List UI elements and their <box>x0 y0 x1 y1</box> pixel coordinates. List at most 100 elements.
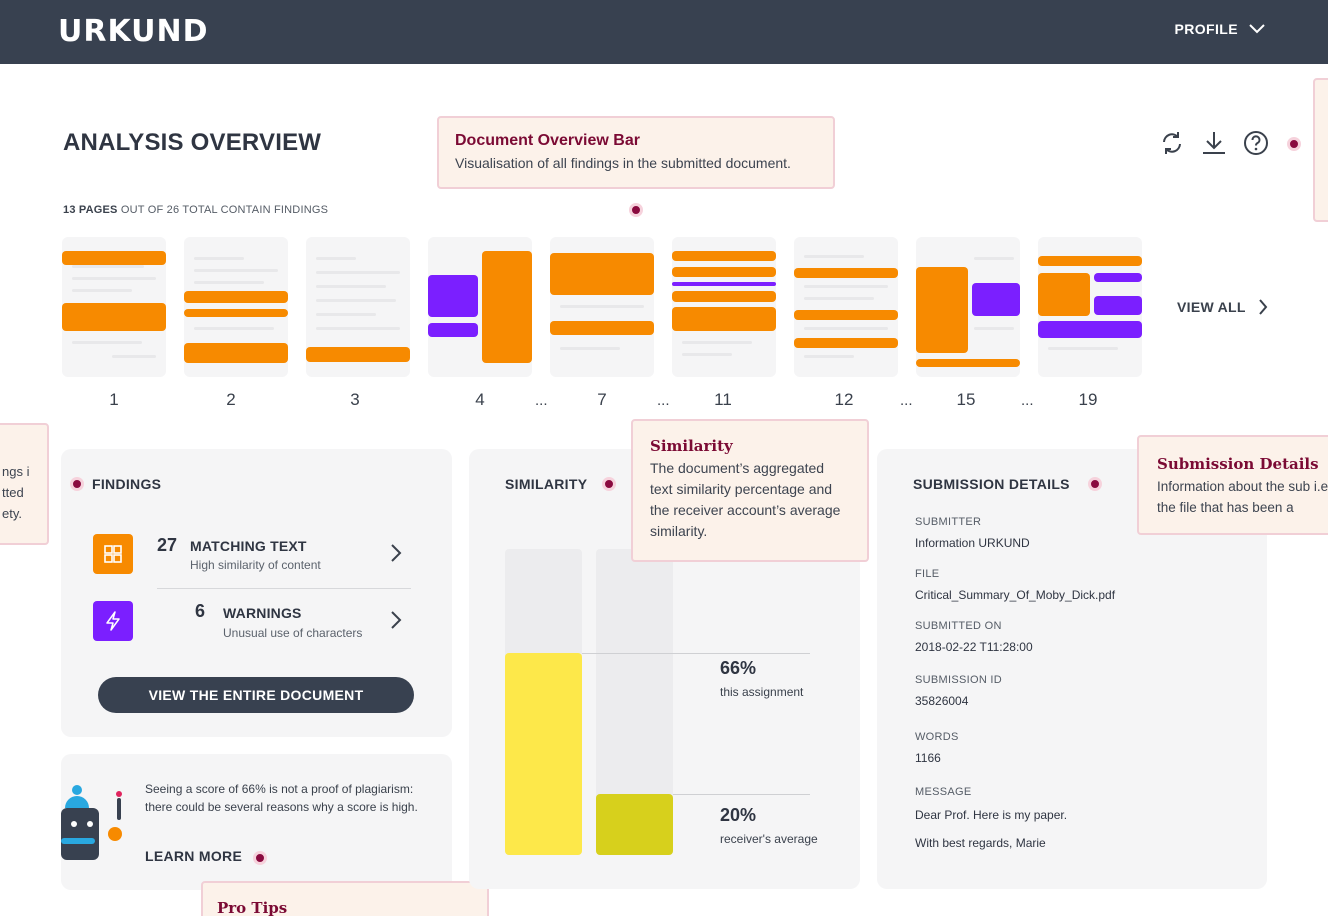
submitted-on-label: SUBMITTED ON <box>915 620 1002 632</box>
findings-card: FINDINGS 27 MATCHING TEXT High similarit… <box>61 449 452 737</box>
page-ellipsis: ... <box>900 392 913 409</box>
message-value: Dear Prof. Here is my paper. <box>915 808 1068 822</box>
finding-label: WARNINGS <box>223 605 302 621</box>
submission-id-value: 35826004 <box>915 694 969 708</box>
lightning-icon <box>106 611 120 631</box>
callout-desc: ngs itted ety. <box>2 464 30 521</box>
page-number: 1 <box>109 390 119 409</box>
submission-id-label: SUBMISSION ID <box>915 674 1003 686</box>
assignment-marker-line <box>582 653 810 654</box>
grid-icon <box>104 545 122 563</box>
submitted-on-value: 2018-02-22 T11:28:00 <box>915 640 1033 654</box>
callout-left-partial: ngs itted ety. <box>0 423 49 545</box>
tips-card: Seeing a score of 66% is not a proof of … <box>61 754 452 890</box>
page-thumbnail[interactable] <box>672 237 776 377</box>
tip-text: Seeing a score of 66% is not a proof of … <box>145 782 418 814</box>
top-bar: URKUND PROFILE <box>0 0 1328 64</box>
finding-icon-box <box>93 601 133 641</box>
page-number: 15 <box>956 390 976 409</box>
page-number: 3 <box>350 390 360 409</box>
callout-submission-details: Submission Details Information about the… <box>1137 435 1328 535</box>
similarity-title: SIMILARITY <box>505 476 588 492</box>
findings-title: FINDINGS <box>92 476 162 492</box>
callout-desc: Information about the sub i.e. the file … <box>1157 479 1328 515</box>
learn-more-link[interactable]: LEARN MORE <box>145 848 243 864</box>
callout-similarity: Similarity The document’s aggregated tex… <box>631 419 869 562</box>
page-ellipsis: ... <box>535 392 548 409</box>
callout-pro-tips: Pro Tips <box>201 881 489 916</box>
pages-summary: 13 PAGES OUT OF 26 TOTAL CONTAIN FINDING… <box>63 204 328 216</box>
view-all-link[interactable]: VIEW ALL <box>1177 298 1268 316</box>
page-ellipsis: ... <box>1021 392 1034 409</box>
hotspot-dot[interactable] <box>602 477 616 491</box>
page-thumbnail[interactable] <box>550 237 654 377</box>
callout-desc: Visualisation of all findings in the sub… <box>455 155 791 171</box>
message-label: MESSAGE <box>915 786 972 798</box>
hotspot-dot[interactable] <box>70 477 84 491</box>
callout-edge-partial <box>1313 78 1328 222</box>
finding-sub: High similarity of content <box>190 558 321 572</box>
page-thumbnail[interactable] <box>184 237 288 377</box>
finding-icon-box <box>93 534 133 574</box>
profile-menu[interactable]: PROFILE <box>1175 21 1266 37</box>
callout-desc: The document’s aggregated text similarit… <box>650 460 841 539</box>
message-value-line2: With best regards, Marie <box>915 836 1046 850</box>
findings-divider <box>157 588 411 589</box>
finding-label: MATCHING TEXT <box>190 538 307 554</box>
page-number: 4 <box>475 390 485 409</box>
finding-warnings[interactable]: 6 WARNINGS Unusual use of characters <box>93 601 411 657</box>
chevron-down-icon <box>1249 24 1265 34</box>
download-button[interactable] <box>1200 130 1228 156</box>
finding-count: 27 <box>157 535 178 555</box>
urkund-logo[interactable]: URKUND <box>58 14 209 49</box>
page-thumbnail[interactable] <box>306 237 410 377</box>
file-label: FILE <box>915 568 940 580</box>
refresh-icon <box>1163 132 1181 154</box>
words-value: 1166 <box>915 751 941 765</box>
page-number: 19 <box>1078 390 1098 409</box>
finding-matching-text[interactable]: 27 MATCHING TEXT High similarity of cont… <box>93 534 411 590</box>
submission-details-card: SUBMISSION DETAILS SUBMITTER Information… <box>877 449 1267 889</box>
pages-count: 13 PAGES <box>63 204 118 216</box>
submission-details-title: SUBMISSION DETAILS <box>913 476 1070 492</box>
page-thumbnail[interactable] <box>428 237 532 377</box>
average-marker-line <box>673 794 810 795</box>
page-title: ANALYSIS OVERVIEW <box>63 129 322 156</box>
page-thumbnail[interactable] <box>1038 237 1142 377</box>
download-icon <box>1203 132 1225 154</box>
assignment-percent: 66% <box>720 658 757 678</box>
average-bar-fill <box>596 794 673 855</box>
callout-overview-bar: Document Overview Bar Visualisation of a… <box>437 116 835 189</box>
callout-title: Document Overview Bar <box>455 132 640 149</box>
chevron-right-icon <box>391 611 402 629</box>
finding-sub: Unusual use of characters <box>223 626 363 640</box>
finding-count: 6 <box>195 601 206 621</box>
view-entire-document-button[interactable]: VIEW THE ENTIRE DOCUMENT <box>98 677 414 713</box>
help-button[interactable] <box>1242 130 1270 156</box>
robot-illustration <box>61 785 122 860</box>
help-icon <box>1244 131 1268 155</box>
callout-title: Similarity <box>650 437 733 455</box>
hotspot-dot[interactable] <box>253 851 267 865</box>
page-number: 11 <box>714 390 732 409</box>
callout-title: Pro Tips <box>217 899 288 916</box>
view-all-label: VIEW ALL <box>1177 299 1246 315</box>
hotspot-dot[interactable] <box>629 203 643 217</box>
words-label: WORDS <box>915 731 959 743</box>
file-value: Critical_Summary_Of_Moby_Dick.pdf <box>915 588 1116 602</box>
pages-summary-text: OUT OF 26 TOTAL CONTAIN FINDINGS <box>120 204 329 216</box>
page-thumbnail[interactable] <box>916 237 1020 377</box>
submitter-label: SUBMITTER <box>915 516 982 528</box>
page-thumbnail[interactable] <box>62 237 166 377</box>
hotspot-dot[interactable] <box>1287 137 1301 151</box>
page-number: 12 <box>834 390 854 409</box>
profile-label: PROFILE <box>1174 21 1238 37</box>
assignment-bar-fill <box>505 653 582 855</box>
page-thumbnail[interactable] <box>794 237 898 377</box>
callout-title: Submission Details <box>1157 455 1319 473</box>
page-number: 2 <box>226 390 236 409</box>
refresh-button[interactable] <box>1158 130 1186 156</box>
hotspot-dot[interactable] <box>1088 477 1102 491</box>
page-ellipsis: ... <box>657 392 670 409</box>
average-percent: 20% <box>720 805 757 825</box>
